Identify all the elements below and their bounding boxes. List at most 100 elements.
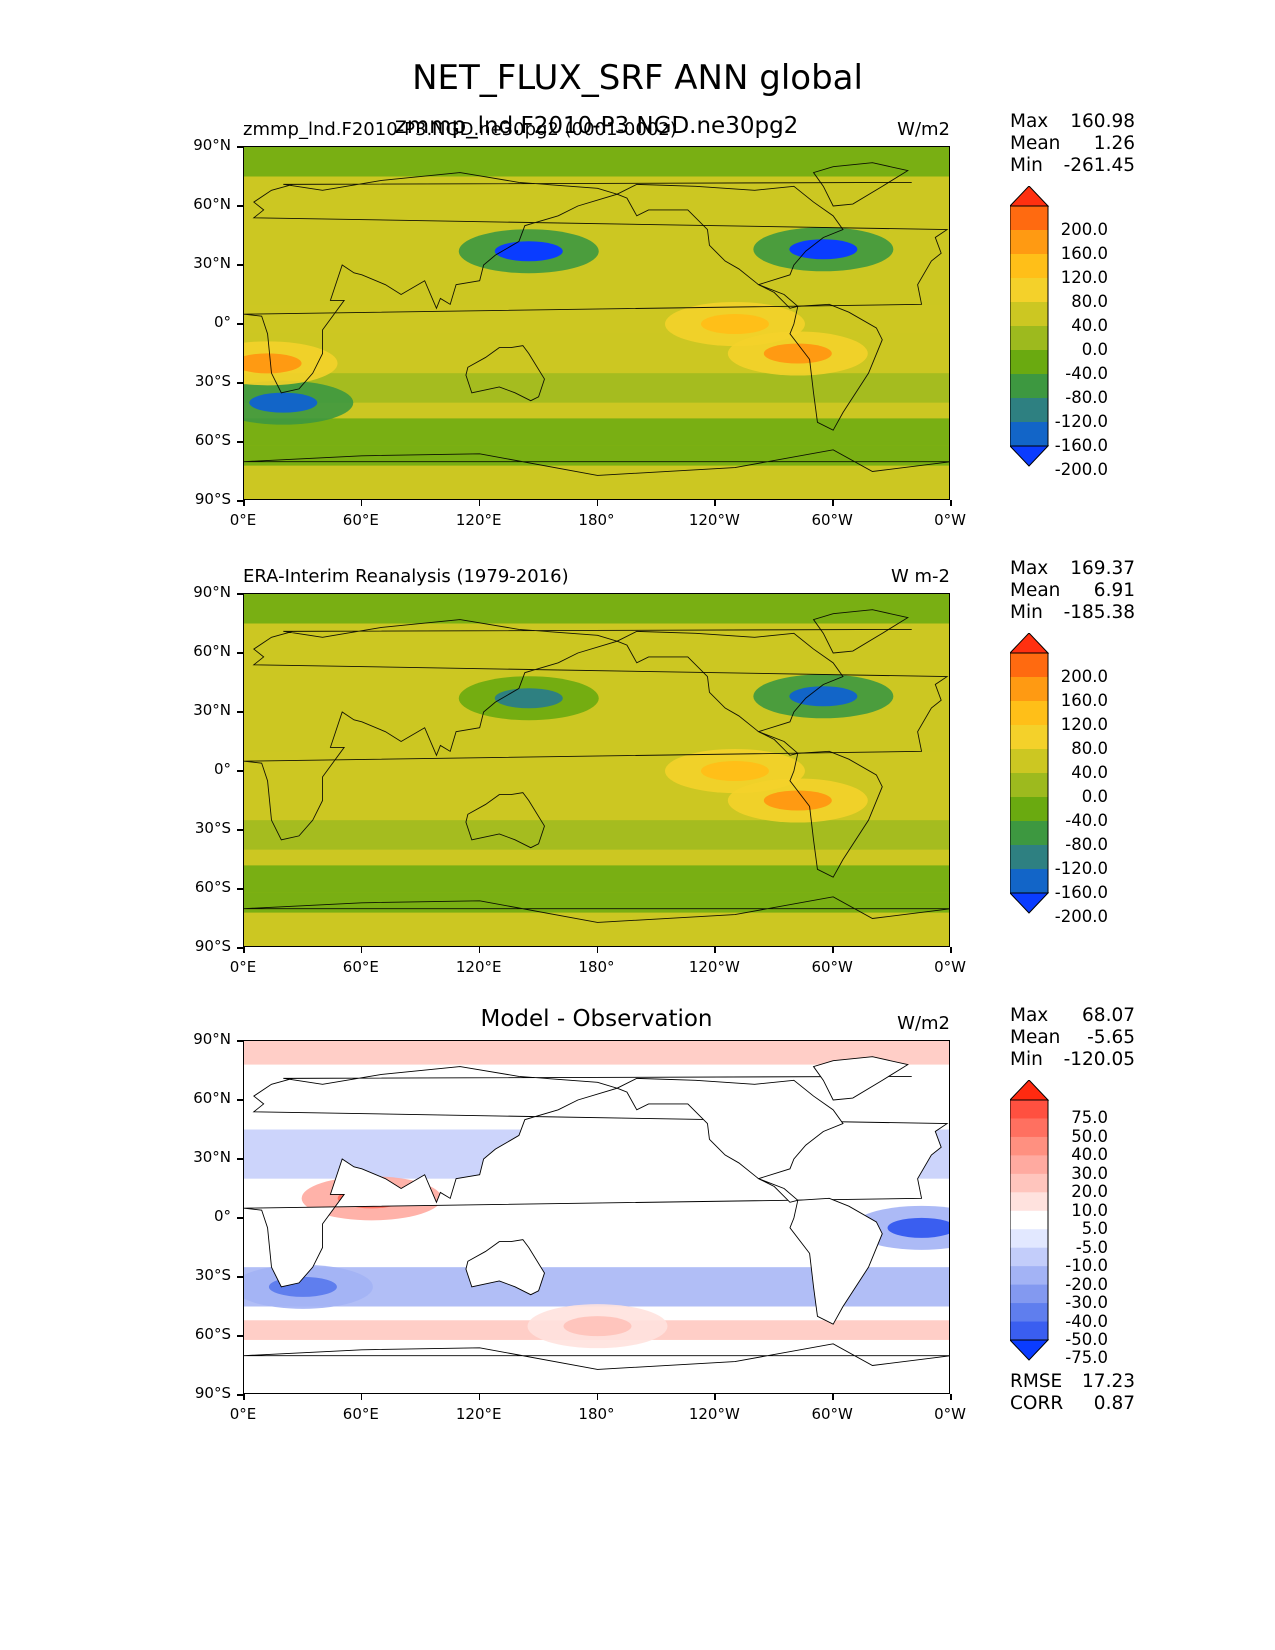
stat-value: 1.26 bbox=[1093, 133, 1135, 154]
panel-2-xtick-mark bbox=[714, 947, 716, 953]
panel-2-colorbar-label: -200.0 bbox=[1054, 907, 1108, 926]
continent-outline-2 bbox=[465, 345, 545, 402]
panel-3-xtick-mark bbox=[714, 1394, 716, 1400]
panel-2-units: W m-2 bbox=[890, 566, 950, 587]
field-band-0 bbox=[244, 594, 949, 624]
colorbar-extend-bottom bbox=[1010, 892, 1050, 914]
panel-2-colorbar-label: 0.0 bbox=[1081, 787, 1108, 806]
panel-2-colorbar-label: 80.0 bbox=[1071, 739, 1108, 758]
panel-3-xtick-label: 180° bbox=[578, 1405, 615, 1423]
colorbar-segment-3 bbox=[1010, 254, 1048, 279]
panel-2-left-title: ERA-Interim Reanalysis (1979-2016) bbox=[243, 566, 569, 587]
panel-1-colorbar-label: -120.0 bbox=[1054, 412, 1108, 431]
panel-1-units: W/m2 bbox=[897, 119, 950, 140]
panel-2-ytick-label: 30°S bbox=[194, 819, 231, 837]
colorbar-segment-10 bbox=[1010, 869, 1048, 894]
stat-label: Mean bbox=[1010, 133, 1061, 154]
panel-1-stat-min: Min -261.45 bbox=[1010, 155, 1135, 177]
panel-1-ytick-mark bbox=[237, 500, 243, 502]
field-band-4 bbox=[244, 820, 949, 850]
panel-2-colorbar-label: 200.0 bbox=[1060, 667, 1108, 686]
colorbar-extend-bottom bbox=[1010, 445, 1050, 467]
panel-2-ytick-label: 60°S bbox=[194, 878, 231, 896]
panel-2-colorbar-label: 120.0 bbox=[1060, 715, 1108, 734]
panel-3-colorbar-label: 50.0 bbox=[1071, 1126, 1108, 1146]
stat-value: 0.87 bbox=[1093, 1393, 1135, 1414]
panel-2-colorbar-label: -80.0 bbox=[1065, 835, 1108, 854]
field-feature-3 bbox=[763, 790, 832, 811]
panel-3-colorbar-label: 10.0 bbox=[1071, 1200, 1108, 1220]
colorbar-frame bbox=[1010, 1099, 1049, 1341]
panel-3-stat-mean: Mean -5.65 bbox=[1010, 1027, 1135, 1049]
panel-2-ytick-label: 90°S bbox=[194, 937, 231, 955]
panel-1-colorbar-label: 200.0 bbox=[1060, 220, 1108, 239]
field-band-1 bbox=[244, 418, 949, 446]
panel-2-colorbar-label: -120.0 bbox=[1054, 859, 1108, 878]
panel-1-ytick-label: 60°N bbox=[193, 195, 231, 213]
continent-outline-4 bbox=[244, 1343, 949, 1370]
panel-1-xtick-label: 0°E bbox=[229, 511, 257, 529]
panel-2-ytick-mark bbox=[237, 888, 243, 890]
colorbar-segment-1 bbox=[1010, 206, 1048, 231]
panel-2-stats: Max 169.37 Mean 6.91 Min -185.38 bbox=[1010, 558, 1135, 624]
panel-3-xtick-label: 0°E bbox=[229, 1405, 257, 1423]
stat-label: Mean bbox=[1010, 1027, 1061, 1048]
field-feature-4 bbox=[563, 1316, 632, 1337]
colorbar-extend-top bbox=[1010, 1080, 1050, 1101]
panel-3-colorbar-label: -20.0 bbox=[1065, 1274, 1108, 1294]
continent-outline-3 bbox=[812, 1056, 909, 1101]
panel-3-colorbar-label: 75.0 bbox=[1071, 1108, 1108, 1128]
continent-outline-3 bbox=[812, 609, 909, 654]
colorbar-segment-7 bbox=[1010, 797, 1048, 822]
panel-2-ytick-mark bbox=[237, 652, 243, 654]
stat-label: Max bbox=[1010, 1005, 1049, 1026]
stat-label: RMSE bbox=[1010, 1371, 1063, 1392]
panel-3-stat-corr: CORR 0.87 bbox=[1010, 1393, 1135, 1415]
stat-label: Min bbox=[1010, 602, 1043, 623]
panel-1-colorbar-label: 160.0 bbox=[1060, 244, 1108, 263]
panel-2-stat-mean: Mean 6.91 bbox=[1010, 580, 1135, 602]
panel-1-left-title: zmmp_lnd.F2010-P3.NGD.ne30pg2 (0001-0002… bbox=[243, 119, 677, 140]
panel-3-extra-stats: RMSE 17.23 CORR 0.87 bbox=[1010, 1371, 1135, 1415]
colorbar-extend-bottom bbox=[1010, 1339, 1050, 1361]
panel-1-xtick-label: 60°W bbox=[811, 511, 853, 529]
continent-outline-1 bbox=[616, 183, 883, 431]
stat-label: Mean bbox=[1010, 580, 1061, 601]
panel-3-xtick-mark bbox=[478, 1394, 481, 1400]
panel-1-xtick-label: 0°W bbox=[934, 511, 966, 529]
panel-1-colorbar-label: -80.0 bbox=[1065, 388, 1108, 407]
panel-1-xtick-label: 120°E bbox=[455, 511, 502, 529]
panel-3-ytick-mark bbox=[237, 1335, 243, 1337]
field-feature-0 bbox=[494, 688, 563, 709]
panel-3-colorbar-label: 20.0 bbox=[1071, 1182, 1108, 1202]
colorbar-segment-1 bbox=[1010, 653, 1048, 678]
panel-3-ytick-mark bbox=[237, 1099, 243, 1101]
panel-1-xtick-label: 120°W bbox=[688, 511, 740, 529]
colorbar-segment-11 bbox=[1010, 1284, 1048, 1304]
colorbar-segment-6 bbox=[1010, 773, 1048, 798]
panel-1-ytick-label: 30°S bbox=[194, 372, 231, 390]
panel-3-xtick-mark bbox=[596, 1394, 598, 1400]
continent-outline-1 bbox=[616, 1077, 883, 1325]
panel-3-xtick-mark bbox=[243, 1394, 245, 1400]
panel-3-colorbar-label: 30.0 bbox=[1071, 1163, 1108, 1183]
panel-1-ytick-label: 90°S bbox=[194, 490, 231, 508]
panel-1-xtick-mark bbox=[950, 500, 952, 506]
panel-3-xtick-mark bbox=[360, 1394, 363, 1400]
colorbar-segment-2 bbox=[1010, 230, 1048, 255]
panel-2-ytick-mark bbox=[237, 829, 243, 831]
panel-2-ytick-label: 0° bbox=[213, 760, 231, 778]
panel-3-colorbar-label: -75.0 bbox=[1065, 1348, 1108, 1368]
panel-1-xtick-mark bbox=[714, 500, 716, 506]
panel-3-center-title: Model - Observation bbox=[480, 1006, 713, 1032]
colorbar-segment-10 bbox=[1010, 1266, 1048, 1286]
panel-1-xtick-label: 60°E bbox=[342, 511, 379, 529]
continent-outline-2 bbox=[465, 1239, 545, 1296]
colorbar-segment-3 bbox=[1010, 1136, 1048, 1156]
panel-1-xtick-label: 180° bbox=[578, 511, 615, 529]
colorbar-extend-top bbox=[1010, 633, 1050, 654]
colorbar-segment-7 bbox=[1010, 1210, 1048, 1230]
panel-1-xtick-mark bbox=[360, 500, 363, 506]
stat-value: -5.65 bbox=[1087, 1027, 1135, 1048]
stat-label: Min bbox=[1010, 155, 1043, 176]
